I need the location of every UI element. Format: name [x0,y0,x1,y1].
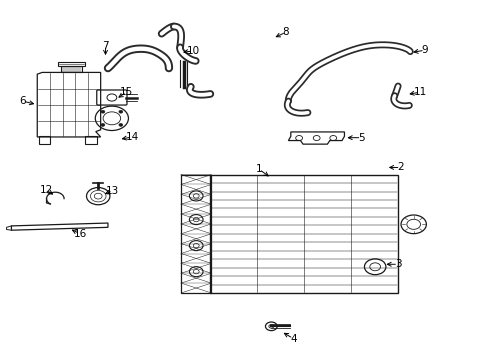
Text: 1: 1 [255,164,262,174]
Text: 15: 15 [120,87,133,97]
Text: 12: 12 [40,185,53,195]
Bar [210,175,397,293]
Text: 11: 11 [412,87,426,97]
Text: 9: 9 [421,45,427,55]
Text: 16: 16 [73,229,87,239]
Bar [39,136,50,144]
Bar [181,175,211,293]
Text: 2: 2 [396,162,403,172]
Text: 10: 10 [186,46,200,56]
Text: 8: 8 [282,27,289,37]
Text: 13: 13 [106,186,119,196]
Text: 3: 3 [394,259,401,269]
Text: 6: 6 [20,96,26,106]
Bar [61,66,82,72]
Text: 5: 5 [358,133,364,143]
Bar [58,62,85,66]
Circle shape [119,110,122,113]
Text: 4: 4 [289,333,296,343]
Circle shape [119,123,122,126]
Bar [85,136,97,144]
Circle shape [101,123,104,126]
Text: 7: 7 [102,41,109,50]
Text: 14: 14 [125,132,139,142]
Circle shape [101,110,104,113]
